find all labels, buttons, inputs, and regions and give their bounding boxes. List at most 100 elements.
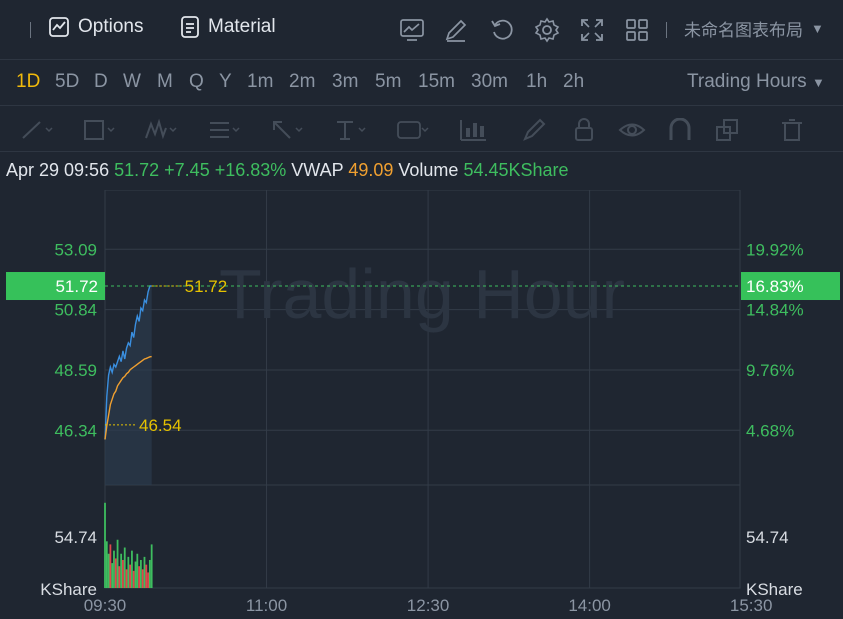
quote-datetime: Apr 29 09:56 — [6, 160, 110, 180]
eye-icon[interactable] — [618, 118, 652, 142]
fullscreen-icon[interactable] — [579, 17, 605, 43]
interval-1h[interactable]: 1h — [526, 71, 548, 92]
interval-30m[interactable]: 30m — [471, 71, 508, 92]
time-tick-label: 15:30 — [730, 596, 773, 615]
price-tick-label: 48.59 — [54, 361, 97, 380]
pattern-tool-icon[interactable] — [144, 118, 178, 142]
time-tick-label: 14:00 — [568, 596, 611, 615]
volume-unit-label-right: KShare — [746, 580, 803, 599]
volume-bar — [116, 539, 119, 588]
copy-icon[interactable] — [714, 118, 748, 142]
volume-bar — [109, 544, 112, 588]
pct-tick-label: 4.68% — [746, 421, 794, 440]
chart-type-icon[interactable] — [399, 17, 425, 43]
price-area — [105, 286, 152, 485]
low-price-label: 46.54 — [139, 416, 182, 435]
volume-bar — [107, 553, 110, 588]
document-icon — [181, 16, 199, 38]
caret-down-icon: ▼ — [811, 75, 825, 90]
volume-bar — [143, 556, 146, 588]
delete-icon[interactable] — [780, 118, 814, 142]
volume-bar — [147, 572, 149, 588]
text-tool-icon[interactable] — [333, 118, 367, 142]
interval-q[interactable]: Q — [189, 71, 204, 92]
intraday-chart[interactable]: Trading Hour 51.72 46.54 53.09 50.84 48.59 4… — [0, 190, 843, 619]
fib-tool-icon[interactable] — [207, 118, 241, 142]
volume-bar — [120, 553, 123, 588]
volume-bar — [127, 556, 130, 588]
number-tool-icon[interactable] — [396, 118, 430, 142]
interval-2m[interactable]: 2m — [289, 71, 316, 92]
vwap-line — [104, 355, 152, 440]
pct-tick-label: 14.84% — [746, 301, 804, 320]
chart-watermark: Trading Hour — [219, 255, 625, 333]
interval-y[interactable]: Y — [219, 71, 232, 92]
time-tick-label: 12:30 — [407, 596, 450, 615]
interval-5d[interactable]: 5D — [55, 71, 80, 92]
draw-icon[interactable] — [443, 17, 469, 43]
interval-5m[interactable]: 5m — [375, 71, 402, 92]
drawing-toolbar — [0, 106, 843, 152]
interval-3m[interactable]: 3m — [332, 71, 359, 92]
settings-icon[interactable] — [534, 17, 560, 43]
refresh-icon[interactable] — [489, 17, 515, 43]
trading-hours-selector[interactable]: Trading Hours ▼ — [687, 71, 825, 93]
trading-hours-label: Trading Hours — [687, 71, 807, 92]
chart-frame — [104, 190, 741, 589]
quote-change: +7.45 — [164, 160, 210, 180]
interval-w[interactable]: W — [123, 71, 141, 92]
interval-1m[interactable]: 1m — [247, 71, 274, 92]
layout-label: 未命名图表布局 — [684, 21, 803, 40]
interval-1d[interactable]: 1D — [16, 71, 41, 92]
volume-tick-label: 54.74 — [54, 528, 97, 547]
lock-icon[interactable] — [570, 118, 604, 142]
brush-icon[interactable] — [520, 118, 554, 142]
interval-m[interactable]: M — [157, 71, 173, 92]
interval-bar: 1D 5D D W M Q Y 1m 2m 3m 5m 15m 30m 1h 2… — [0, 61, 843, 106]
top-bar: Options Material 未命名图表布局 ▼ — [0, 0, 843, 60]
bar-tool-icon[interactable] — [458, 118, 492, 142]
volume-bar — [148, 559, 151, 588]
plot-layer: 51.72 46.54 — [104, 277, 740, 588]
grid-layout-icon[interactable] — [624, 17, 650, 43]
interval-15m[interactable]: 15m — [418, 71, 455, 92]
volume-bar — [111, 563, 114, 588]
interval-d[interactable]: D — [94, 71, 108, 92]
chart-grid — [104, 190, 741, 589]
material-button[interactable]: Material — [180, 16, 276, 38]
volume-unit-label: KShare — [40, 580, 97, 599]
price-line — [104, 285, 152, 440]
volume-value: 54.45KShare — [463, 160, 569, 180]
vwap-value: 49.09 — [348, 160, 394, 180]
rectangle-tool-icon[interactable] — [82, 118, 116, 142]
vwap-label: VWAP — [291, 160, 344, 180]
volume-bar — [145, 564, 148, 588]
material-label: Material — [208, 16, 276, 37]
volume-bar — [114, 558, 117, 588]
current-price-badge — [6, 272, 105, 301]
high-price-label: 51.72 — [185, 277, 228, 296]
volume-bar — [129, 564, 132, 588]
current-price-text: 51.72 — [55, 277, 98, 296]
volume-bar — [105, 541, 108, 588]
volume-bar — [123, 547, 126, 588]
separator — [30, 22, 31, 38]
options-button[interactable]: Options — [48, 16, 143, 38]
current-pct-badge — [741, 272, 840, 301]
options-icon — [49, 17, 69, 37]
magnet-icon[interactable] — [666, 117, 700, 142]
time-tick-label: 11:00 — [246, 596, 287, 615]
layout-selector[interactable]: 未命名图表布局 ▼ — [684, 16, 824, 41]
volume-tick-label-right: 54.74 — [746, 528, 789, 547]
price-tick-label: 46.34 — [54, 421, 97, 440]
volume-bar — [122, 559, 124, 588]
volume-bar — [113, 550, 115, 588]
quote-change-pct: +16.83% — [214, 160, 287, 180]
arrow-tool-icon[interactable] — [270, 118, 304, 142]
volume-bar — [118, 566, 121, 588]
volume-bar — [131, 550, 133, 588]
volume-bar — [132, 570, 135, 588]
quote-price: 51.72 — [114, 160, 160, 180]
trend-line-icon[interactable] — [20, 118, 54, 142]
interval-2h[interactable]: 2h — [563, 71, 585, 92]
